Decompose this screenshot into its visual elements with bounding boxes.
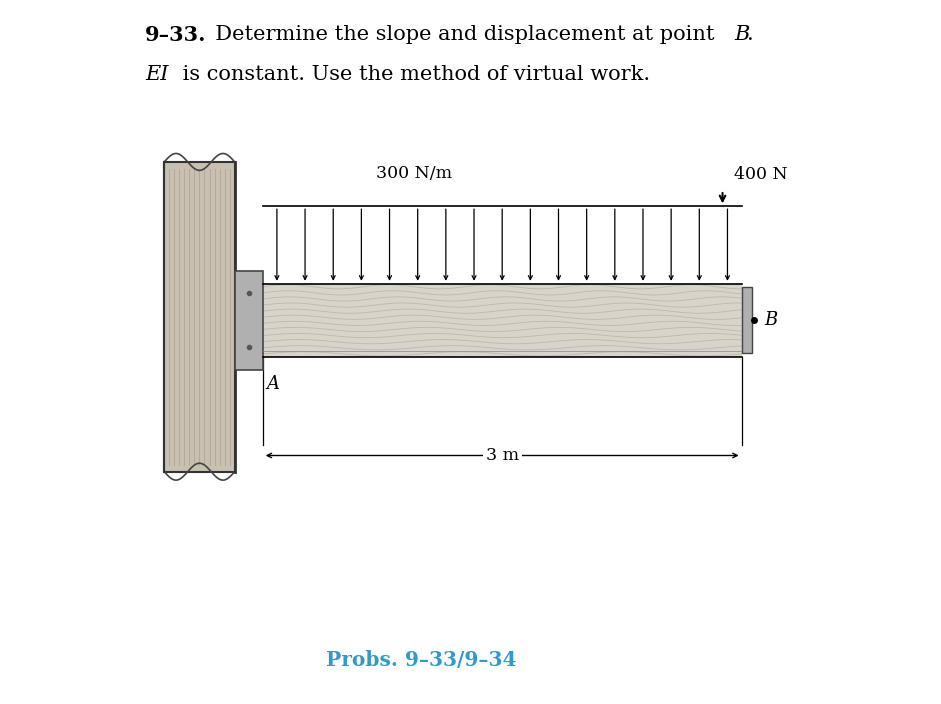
Bar — [742, 287, 752, 353]
Bar — [234, 271, 263, 370]
Bar — [263, 284, 742, 357]
Text: is constant. Use the method of virtual work.: is constant. Use the method of virtual w… — [176, 65, 650, 84]
Text: EI: EI — [145, 65, 168, 84]
Text: A: A — [266, 375, 279, 393]
Text: B: B — [765, 311, 778, 329]
Text: B: B — [735, 25, 750, 44]
Text: Probs. 9–33/9–34: Probs. 9–33/9–34 — [326, 650, 517, 670]
Text: 9–33.: 9–33. — [145, 25, 207, 44]
Text: 300 N/m: 300 N/m — [376, 165, 453, 182]
Text: Determine the slope and displacement at point: Determine the slope and displacement at … — [201, 25, 721, 44]
Text: .: . — [747, 25, 754, 44]
Text: 3 m: 3 m — [486, 447, 518, 464]
Text: 400 N: 400 N — [734, 166, 788, 183]
Bar — [165, 162, 234, 472]
